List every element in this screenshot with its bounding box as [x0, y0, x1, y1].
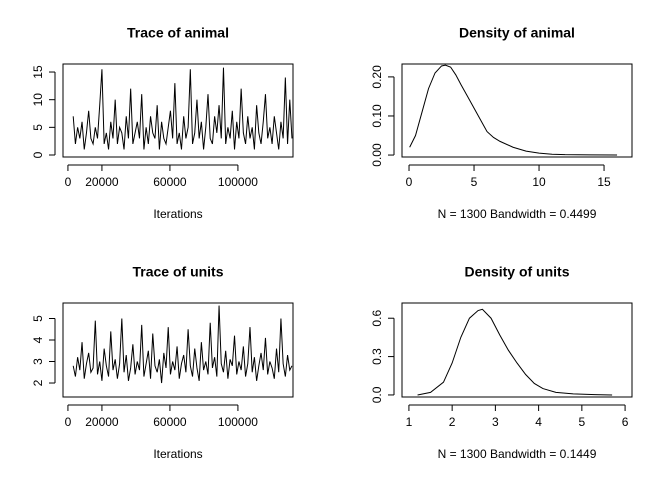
x-tick-label: 5 [471, 175, 478, 189]
x-tick-label: 4 [535, 415, 542, 429]
x-tick-label: 3 [492, 415, 499, 429]
x-tick-label: 2 [449, 415, 456, 429]
x-tick-label: 10 [532, 175, 546, 189]
plot-box [401, 302, 633, 398]
chart-title: Trace of units [132, 264, 223, 280]
y-tick-label: 15 [31, 65, 45, 79]
y-tick-label: 4 [31, 336, 45, 343]
plot-box [62, 63, 294, 158]
x-tick-label: 100000 [218, 415, 258, 429]
x-tick-label: 0 [65, 175, 72, 189]
x-tick-label: 15 [597, 175, 611, 189]
x-axis-label: Iterations [153, 207, 202, 221]
x-tick-label: 60000 [153, 415, 187, 429]
x-tick-label: 1 [406, 415, 413, 429]
y-tick-label: 5 [31, 315, 45, 322]
y-tick-label: 0.3 [370, 348, 384, 365]
y-tick-label: 2 [31, 379, 45, 386]
x-axis-label: N = 1300 Bandwidth = 0.4499 [438, 207, 597, 221]
chart-title: Trace of animal [127, 25, 229, 41]
chart-title: Density of units [464, 264, 569, 280]
y-tick-label: 3 [31, 358, 45, 365]
x-tick-label: 0 [65, 415, 72, 429]
y-tick-label: 0.00 [370, 143, 384, 167]
y-tick-label: 0.0 [370, 386, 384, 403]
x-tick-label: 20000 [85, 415, 119, 429]
x-tick-label: 20000 [85, 175, 119, 189]
plot-box [401, 63, 633, 158]
chart-title: Density of animal [459, 25, 575, 41]
x-tick-label: 0 [406, 175, 413, 189]
x-tick-label: 60000 [153, 175, 187, 189]
y-tick-label: 5 [31, 124, 45, 131]
x-axis-label: Iterations [153, 447, 202, 461]
y-tick-label: 0.10 [370, 104, 384, 128]
series-line [72, 67, 293, 150]
y-tick-label: 10 [31, 93, 45, 107]
x-tick-label: 6 [622, 415, 629, 429]
series-line [72, 305, 293, 384]
y-tick-label: 0.6 [370, 310, 384, 327]
series-line [409, 64, 618, 156]
x-axis-label: N = 1300 Bandwidth = 0.1449 [438, 447, 597, 461]
y-tick-label: 0.20 [370, 65, 384, 89]
series-line [417, 308, 613, 396]
plot-box [62, 302, 294, 398]
x-tick-label: 100000 [218, 175, 258, 189]
y-tick-label: 0 [31, 151, 45, 158]
x-tick-label: 5 [579, 415, 586, 429]
